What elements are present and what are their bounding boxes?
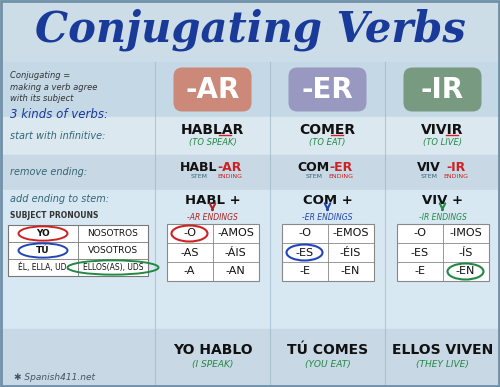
Text: ELLOS VIVEN: ELLOS VIVEN — [392, 343, 493, 357]
Text: -ER: -ER — [302, 75, 354, 103]
Text: add ending to stem:: add ending to stem: — [10, 194, 109, 204]
Text: -ÍS: -ÍS — [458, 248, 472, 257]
Text: -IR: -IR — [446, 161, 466, 174]
Text: -ÉIS: -ÉIS — [340, 248, 361, 257]
Text: -AS: -AS — [180, 248, 199, 257]
Text: -IR ENDINGS: -IR ENDINGS — [418, 214, 467, 223]
Text: ENDING: ENDING — [329, 174, 354, 179]
Text: HABL +: HABL + — [184, 195, 240, 207]
Text: -AMOS: -AMOS — [217, 228, 254, 238]
Text: ELLOS(AS), UDS: ELLOS(AS), UDS — [83, 263, 144, 272]
Text: start with infinitive:: start with infinitive: — [10, 131, 106, 141]
Text: (I SPEAK): (I SPEAK) — [192, 360, 233, 368]
Text: TÚ: TÚ — [36, 246, 50, 255]
Bar — [0, 329, 500, 387]
Bar — [282, 224, 374, 281]
Text: (TO EAT): (TO EAT) — [310, 137, 346, 147]
Text: ENDING: ENDING — [444, 174, 469, 179]
Text: VIV +: VIV + — [422, 195, 463, 207]
Text: -IR: -IR — [421, 75, 464, 103]
Text: VIV: VIV — [417, 161, 440, 174]
Text: -AR: -AR — [218, 161, 242, 174]
Text: NOSOTROS: NOSOTROS — [88, 229, 138, 238]
Text: ✱ Spanish411.net: ✱ Spanish411.net — [14, 373, 95, 382]
Bar — [0, 0, 500, 62]
Text: VIVIR: VIVIR — [421, 123, 464, 137]
Text: -ÁIS: -ÁIS — [224, 248, 246, 257]
Text: -EMOS: -EMOS — [332, 228, 369, 238]
Text: (THEY LIVE): (THEY LIVE) — [416, 360, 469, 368]
Text: (YOU EAT): (YOU EAT) — [304, 360, 350, 368]
Text: Conjugating =
making a verb agree
with its subject: Conjugating = making a verb agree with i… — [10, 71, 98, 103]
Text: -O: -O — [298, 228, 311, 238]
Text: ÉL, ELLA, UD.: ÉL, ELLA, UD. — [18, 263, 68, 272]
Text: COMER: COMER — [300, 123, 356, 137]
Text: STEM: STEM — [305, 174, 322, 179]
Text: -ER ENDINGS: -ER ENDINGS — [302, 214, 353, 223]
Text: -ES: -ES — [296, 248, 314, 257]
Text: HABLAR: HABLAR — [181, 123, 244, 137]
Text: SUBJECT PRONOUNS: SUBJECT PRONOUNS — [10, 212, 99, 221]
Text: -EN: -EN — [456, 267, 475, 276]
Bar — [0, 62, 500, 117]
Text: TÚ COMES: TÚ COMES — [287, 343, 368, 357]
Text: -AN: -AN — [226, 267, 246, 276]
Text: -ES: -ES — [410, 248, 428, 257]
Text: STEM: STEM — [190, 174, 208, 179]
Text: ENDING: ENDING — [217, 174, 242, 179]
Bar — [0, 155, 500, 190]
Text: -E: -E — [414, 267, 425, 276]
Text: -AR: -AR — [186, 75, 240, 103]
FancyBboxPatch shape — [404, 67, 481, 111]
Text: (TO SPEAK): (TO SPEAK) — [188, 137, 236, 147]
Text: 3 kinds of verbs:: 3 kinds of verbs: — [10, 108, 108, 122]
Bar — [166, 224, 258, 281]
Bar — [0, 190, 500, 329]
Bar — [396, 224, 488, 281]
Text: -A: -A — [184, 267, 195, 276]
Text: -IMOS: -IMOS — [449, 228, 482, 238]
Text: -ER: -ER — [330, 161, 353, 174]
Text: -EN: -EN — [341, 267, 360, 276]
Text: -O: -O — [183, 228, 196, 238]
FancyBboxPatch shape — [174, 67, 252, 111]
Text: Conjugating Verbs: Conjugating Verbs — [34, 9, 466, 51]
Text: VOSOTROS: VOSOTROS — [88, 246, 138, 255]
Bar — [0, 117, 500, 155]
FancyBboxPatch shape — [288, 67, 366, 111]
Text: (TO LIVE): (TO LIVE) — [423, 137, 462, 147]
Text: -E: -E — [299, 267, 310, 276]
Text: remove ending:: remove ending: — [10, 167, 87, 177]
Text: COM +: COM + — [302, 195, 352, 207]
Text: STEM: STEM — [420, 174, 437, 179]
Bar — [8, 225, 148, 276]
Text: YO HABLO: YO HABLO — [172, 343, 252, 357]
Text: HABL: HABL — [180, 161, 218, 174]
Text: COM: COM — [298, 161, 330, 174]
Text: -O: -O — [413, 228, 426, 238]
Text: YO: YO — [36, 229, 50, 238]
Text: -AR ENDINGS: -AR ENDINGS — [187, 214, 238, 223]
